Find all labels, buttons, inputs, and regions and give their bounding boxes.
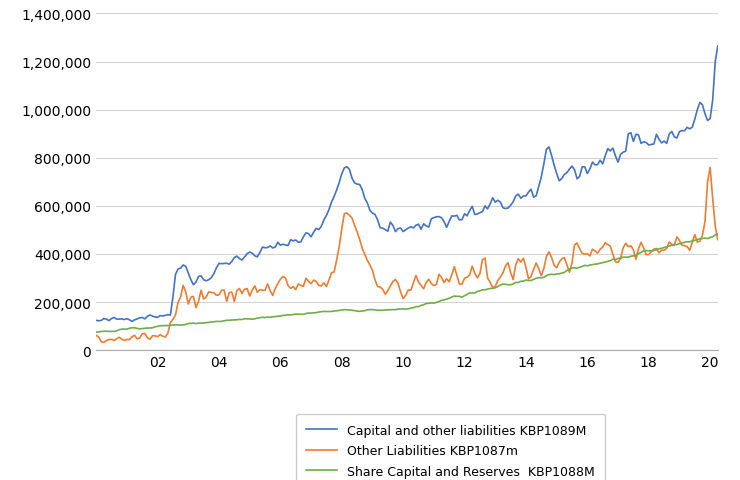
Other Liabilities KBP1087m xyxy=(542,254,551,260)
Line: Other Liabilities KBP1087m: Other Liabilities KBP1087m xyxy=(96,168,718,343)
Share Capital and Reserves  KBP1088M xyxy=(360,308,369,314)
Line: Share Capital and Reserves  KBP1088M: Share Capital and Reserves KBP1088M xyxy=(96,235,718,333)
Capital and other liabilities KBP1089M xyxy=(92,318,101,324)
Share Capital and Reserves  KBP1088M xyxy=(608,257,617,263)
Other Liabilities KBP1087m xyxy=(713,237,722,243)
Capital and other liabilities KBP1089M xyxy=(363,201,371,206)
Capital and other liabilities KBP1089M xyxy=(611,154,620,159)
Share Capital and Reserves  KBP1088M xyxy=(539,275,548,281)
Share Capital and Reserves  KBP1088M xyxy=(585,263,594,268)
Share Capital and Reserves  KBP1088M xyxy=(613,256,622,262)
Capital and other liabilities KBP1089M xyxy=(542,147,551,153)
Other Liabilities KBP1087m xyxy=(92,333,101,338)
Capital and other liabilities KBP1089M xyxy=(616,152,625,158)
Other Liabilities KBP1087m xyxy=(99,340,108,346)
Legend: Capital and other liabilities KBP1089M, Other Liabilities KBP1087m, Share Capita: Capital and other liabilities KBP1089M, … xyxy=(296,414,605,480)
Capital and other liabilities KBP1089M xyxy=(348,176,357,181)
Capital and other liabilities KBP1089M xyxy=(588,160,597,166)
Share Capital and Reserves  KBP1088M xyxy=(345,307,354,313)
Other Liabilities KBP1087m xyxy=(611,260,620,265)
Other Liabilities KBP1087m xyxy=(588,247,597,252)
Share Capital and Reserves  KBP1088M xyxy=(713,232,722,238)
Line: Capital and other liabilities KBP1089M: Capital and other liabilities KBP1089M xyxy=(96,47,718,322)
Other Liabilities KBP1087m xyxy=(348,216,357,221)
Capital and other liabilities KBP1089M xyxy=(127,319,136,324)
Other Liabilities KBP1087m xyxy=(363,258,371,264)
Other Liabilities KBP1087m xyxy=(706,165,715,171)
Other Liabilities KBP1087m xyxy=(616,256,625,262)
Share Capital and Reserves  KBP1088M xyxy=(92,330,101,336)
Capital and other liabilities KBP1089M xyxy=(713,44,722,49)
